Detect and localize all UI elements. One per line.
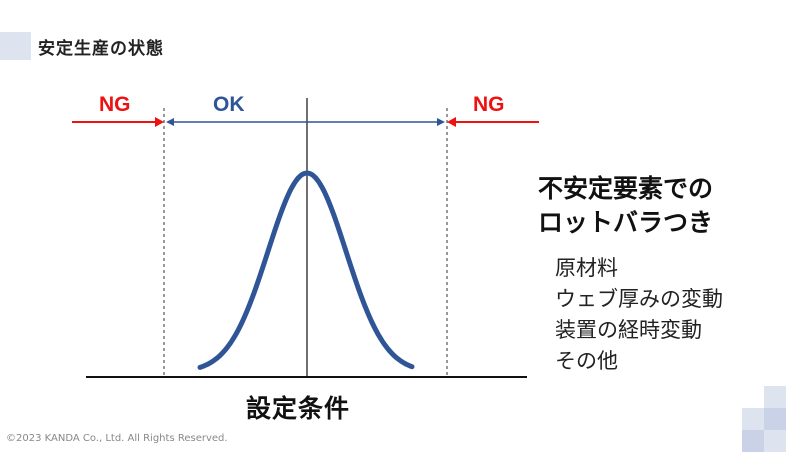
list-item: ウェブ厚みの変動 [555, 287, 723, 311]
instability-heading-line-2: ロットバラつき [538, 208, 714, 237]
corner-decoration-square [764, 408, 786, 430]
title-accent-square [0, 32, 31, 60]
corner-decoration-square [742, 430, 764, 452]
corner-decoration-square [764, 386, 786, 408]
slide-title: 安定生産の状態 [38, 39, 164, 59]
ok-arrowhead-right [437, 118, 445, 126]
corner-decoration-square [742, 408, 764, 430]
ng-left-arrowhead [155, 117, 164, 127]
list-item: 原材料 [555, 256, 618, 280]
ok-arrowhead-left [166, 118, 174, 126]
ng-right-label: NG [473, 93, 505, 116]
instability-factor-list: 原材料 ウェブ厚みの変動 装置の経時変動 その他 [555, 253, 723, 377]
corner-decoration-square [764, 430, 786, 452]
instability-heading: 不安定要素での ロットバラつき [538, 172, 713, 240]
list-item: その他 [555, 349, 618, 373]
copyright-notice: ©2023 KANDA Co., Ltd. All Rights Reserve… [6, 433, 228, 444]
x-axis-label: 設定条件 [246, 394, 351, 423]
ng-left-label: NG [99, 93, 131, 116]
instability-heading-line-1: 不安定要素での [538, 174, 714, 203]
distribution-curve [197, 170, 415, 370]
ng-right-arrowhead [447, 117, 456, 127]
list-item: 装置の経時変動 [555, 318, 702, 342]
ok-label: OK [213, 93, 245, 116]
